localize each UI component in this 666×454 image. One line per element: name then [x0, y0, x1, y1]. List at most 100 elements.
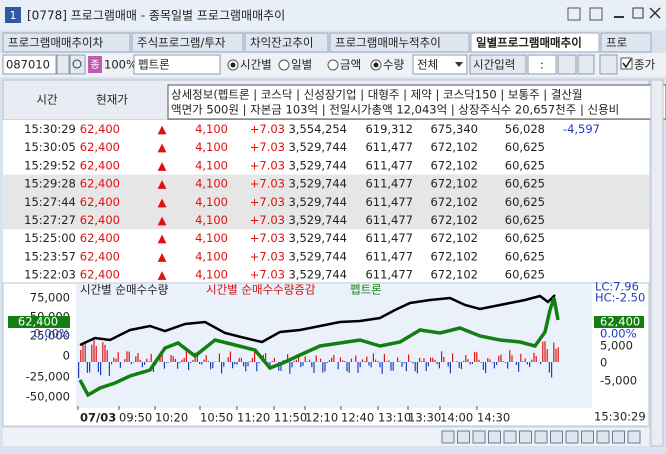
volume-bar	[533, 352, 535, 362]
button-pin[interactable]	[589, 7, 603, 21]
button-maximize[interactable]	[632, 7, 644, 19]
volume-bar	[95, 345, 97, 362]
code-dropdown[interactable]	[56, 54, 70, 75]
volume-bar	[168, 362, 170, 363]
market-select[interactable]	[412, 54, 468, 75]
control-button[interactable]	[441, 430, 455, 444]
table-cell: +7.03	[250, 231, 285, 245]
table-cell: 4,100	[195, 177, 228, 191]
volume-bar	[348, 362, 350, 373]
tab[interactable]	[244, 32, 329, 53]
volume-bar	[502, 361, 504, 362]
close-checkbox[interactable]	[620, 57, 633, 70]
control-button[interactable]	[565, 430, 579, 444]
volume-bar	[548, 362, 550, 373]
volume-bar	[482, 362, 484, 370]
control-button[interactable]	[472, 430, 486, 444]
volume-bar	[300, 362, 302, 368]
volume-bar	[337, 362, 339, 370]
time-input[interactable]	[527, 54, 557, 75]
table-cell: ▲	[158, 231, 167, 245]
volume-bar	[414, 362, 416, 372]
volume-bar	[289, 362, 291, 374]
table-cell: 62,400	[80, 268, 120, 282]
button-close[interactable]	[649, 7, 661, 19]
volume-bar	[223, 362, 225, 367]
control-button[interactable]	[550, 430, 563, 444]
volume-bar	[509, 350, 511, 362]
control-button[interactable]	[488, 430, 501, 444]
refresh-button[interactable]	[557, 54, 577, 75]
control-button[interactable]	[534, 430, 548, 444]
tab[interactable]	[600, 32, 652, 53]
x-tick-label: 13:10	[378, 411, 411, 425]
control-button[interactable]	[596, 430, 610, 444]
volume-bar	[113, 357, 115, 362]
table-row	[3, 192, 649, 211]
table-cell: 62,400	[80, 158, 120, 172]
volume-bar	[291, 362, 293, 368]
volume-bar	[293, 360, 295, 362]
table-cell: 60,625	[505, 231, 545, 245]
volume-bar	[148, 361, 150, 362]
tooltip-line-1: 상세정보(펩트론 | 코스닥 | 신성장기업 | 대형주 | 제약 | 코스닥1…	[171, 88, 583, 102]
chart-button[interactable]	[599, 54, 618, 75]
table-cell: 672,102	[430, 249, 478, 263]
tab[interactable]	[470, 32, 600, 53]
volume-bar	[419, 357, 421, 362]
tab[interactable]	[2, 32, 131, 53]
volume-bar	[456, 361, 458, 362]
table-cell: 15:25:00	[24, 231, 76, 245]
tab[interactable]	[329, 32, 470, 53]
table-cell: 611,477	[365, 231, 413, 245]
table-cell: 62,400	[80, 195, 120, 209]
left-price-box	[8, 316, 70, 328]
volume-bar	[480, 362, 482, 363]
control-button[interactable]	[457, 430, 470, 444]
volume-bar	[201, 362, 203, 365]
volume-bar	[159, 355, 161, 362]
table-cell: 672,102	[430, 268, 478, 282]
volume-bar	[86, 362, 88, 373]
window-buttons[interactable]	[567, 7, 661, 21]
tab-label: 프로그램매매누적추이	[335, 36, 441, 50]
volume-bar	[383, 353, 385, 362]
volume-bar	[491, 362, 493, 363]
search-button[interactable]	[69, 54, 86, 75]
volume-bar	[130, 362, 132, 365]
control-button[interactable]	[503, 430, 517, 444]
volume-bar	[245, 362, 247, 372]
volume-bar	[311, 362, 313, 368]
radio-amount[interactable]	[327, 59, 339, 71]
next-button[interactable]	[577, 54, 595, 75]
tab[interactable]	[131, 32, 244, 53]
control-button[interactable]	[612, 430, 625, 444]
volume-bar	[339, 357, 341, 362]
table-cell: ▲	[158, 213, 167, 227]
type-icon-text: 종	[90, 59, 99, 71]
volume-bar	[97, 362, 99, 373]
control-button[interactable]	[627, 430, 641, 444]
control-buttons[interactable]	[441, 430, 641, 444]
volume-bar	[234, 362, 236, 365]
control-button[interactable]	[519, 430, 532, 444]
table-cell: 3,529,744	[288, 177, 347, 191]
volume-bar	[196, 351, 198, 362]
volume-bar	[172, 356, 174, 362]
volume-bar	[504, 362, 506, 363]
control-button[interactable]	[581, 430, 594, 444]
volume-bar	[320, 358, 322, 362]
code-input[interactable]	[2, 54, 57, 75]
volume-bar	[412, 362, 414, 364]
volume-bar	[304, 356, 306, 362]
table-cell: ▲	[158, 177, 167, 191]
volume-bar	[111, 362, 113, 365]
volume-bar	[416, 362, 418, 374]
volume-bar	[375, 359, 377, 362]
radio-daily[interactable]	[278, 59, 290, 71]
scrollbar[interactable]	[650, 79, 664, 447]
button-help[interactable]	[567, 7, 581, 21]
volume-bar	[238, 358, 240, 362]
table-row	[3, 265, 649, 284]
volume-bar	[174, 358, 176, 362]
